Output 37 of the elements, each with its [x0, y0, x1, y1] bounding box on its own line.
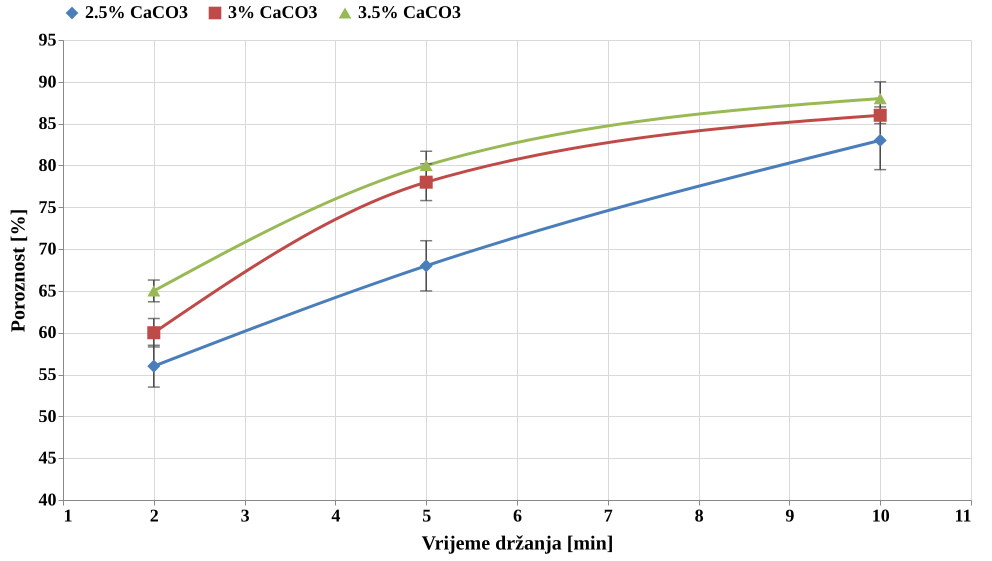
y-tick-label: 85 — [38, 113, 56, 134]
y-tick-label: 90 — [38, 71, 56, 92]
point — [147, 360, 160, 373]
x-axis-title: Vrijeme držanja [min] — [422, 532, 614, 554]
y-tick-label: 45 — [38, 448, 56, 468]
x-tick-label: 5 — [422, 506, 432, 526]
point — [147, 326, 160, 340]
y-tick-label: 50 — [38, 406, 56, 426]
y-tick-label: 75 — [38, 196, 56, 217]
x-tick-label: 1 — [64, 506, 72, 526]
x-tick-label: 8 — [694, 506, 704, 526]
legend-label: 3% CaCO3 — [228, 2, 318, 22]
y-tick-label: 80 — [38, 154, 56, 175]
y-tick-label: 70 — [38, 238, 56, 259]
y-tick-label: 40 — [38, 490, 56, 510]
point — [420, 259, 433, 272]
legend-label: 3.5% CaCO3 — [358, 2, 461, 22]
x-tick-label: 11 — [954, 506, 972, 526]
point — [874, 92, 887, 104]
y-tick-label: 55 — [38, 364, 56, 384]
point — [874, 134, 887, 147]
y-tick-label: 95 — [38, 30, 56, 50]
x-tick-label: 6 — [513, 506, 522, 526]
legend-label: 2.5% CaCO3 — [85, 2, 188, 22]
y-axis-title: Poroznost [%] — [8, 208, 30, 332]
x-tick-label: 9 — [785, 506, 794, 526]
y-tick-label: 65 — [38, 280, 56, 300]
x-tick-label: 7 — [604, 506, 613, 526]
x-tick-label: 2 — [150, 506, 159, 526]
x-tick-label: 3 — [240, 506, 250, 526]
point — [420, 160, 433, 172]
point — [420, 176, 433, 189]
x-tick-label: 4 — [331, 506, 340, 526]
x-tick-label: 10 — [872, 506, 890, 526]
y-tick-label: 60 — [38, 322, 56, 342]
point — [147, 285, 160, 297]
point — [874, 108, 887, 122]
